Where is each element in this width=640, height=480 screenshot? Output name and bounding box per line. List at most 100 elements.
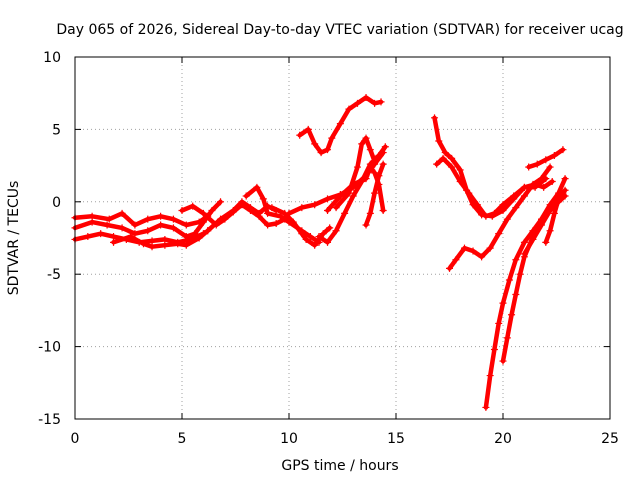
data-point [542, 156, 550, 164]
data-point [520, 250, 528, 258]
data-point [336, 192, 344, 200]
data-point [169, 224, 177, 232]
data-point [174, 240, 182, 248]
data-point [478, 253, 486, 261]
data-point [456, 166, 464, 174]
data-point [319, 230, 327, 238]
data-point [503, 215, 511, 223]
data-point [272, 220, 280, 228]
x-tick-label: 10 [280, 431, 298, 447]
series-track-17 [446, 163, 554, 272]
data-point [341, 209, 349, 217]
data-point [538, 175, 546, 183]
x-tick-label: 15 [387, 431, 405, 447]
data-point [490, 209, 498, 217]
data-point [559, 189, 567, 197]
data-point [264, 221, 272, 229]
tick-layer: 0 5 10 15 20 25 -15 -10 -5 0 5 10 [38, 50, 619, 447]
data-point [118, 224, 126, 232]
data-point [495, 319, 503, 327]
data-point [542, 238, 550, 246]
data-point [345, 105, 353, 113]
data-point [324, 146, 332, 154]
data-point [486, 372, 494, 380]
series-track-12 [332, 134, 379, 212]
data-point [371, 99, 379, 107]
data-point [550, 151, 558, 159]
data-point [157, 221, 165, 229]
x-tick-label: 20 [494, 431, 512, 447]
data-point [508, 311, 516, 319]
data-point [512, 290, 520, 298]
data-point [465, 189, 473, 197]
data-point [555, 195, 563, 203]
data-point [148, 243, 156, 251]
data-point [456, 178, 464, 186]
data-point [302, 235, 310, 243]
data-point [332, 227, 340, 235]
series-track-13 [362, 160, 387, 229]
series-line [297, 95, 384, 155]
series-track-6 [204, 198, 280, 235]
data-point [326, 224, 334, 232]
data-point [495, 230, 503, 238]
data-point [559, 146, 567, 154]
data-point [264, 209, 272, 217]
data-point [533, 160, 541, 168]
data-point [499, 201, 507, 209]
chart-title: Day 065 of 2026, Sidereal Day-to-day VTE… [56, 22, 623, 38]
series-track-21 [520, 192, 569, 258]
y-axis-label: SDTVAR / TECUs [6, 181, 22, 296]
grid-layer [75, 57, 610, 419]
data-point [204, 227, 212, 235]
y-tick-label: 0 [52, 195, 61, 211]
data-point [375, 172, 383, 180]
data-point [353, 99, 361, 107]
data-point [208, 206, 216, 214]
data-point [439, 154, 447, 162]
data-point [362, 221, 370, 229]
plot-frame [74, 56, 611, 420]
data-point [505, 276, 513, 284]
data-point [520, 183, 528, 191]
y-tick-label: -5 [47, 267, 61, 283]
data-point [328, 134, 336, 142]
data-point [548, 178, 556, 186]
data-point [144, 227, 152, 235]
data-point [306, 233, 314, 241]
data-point [512, 204, 520, 212]
data-point [441, 149, 449, 157]
data-point [324, 195, 332, 203]
data-point [315, 233, 323, 241]
data-point [486, 244, 494, 252]
data-point [446, 264, 453, 272]
data-point [131, 221, 139, 229]
data-point [199, 209, 207, 217]
data-point [195, 234, 203, 242]
data-point [538, 221, 546, 229]
data-point [473, 201, 481, 209]
series-track-14 [296, 94, 385, 157]
data-point [118, 209, 126, 217]
data-point [259, 195, 267, 203]
data-point [482, 403, 490, 411]
data-point [520, 192, 528, 200]
data-point [289, 218, 297, 226]
data-point [482, 212, 490, 220]
data-point [242, 192, 250, 200]
y-tick-label: -15 [38, 412, 61, 428]
data-point [217, 215, 225, 223]
data-point [499, 299, 507, 307]
y-tick-label: 10 [43, 50, 61, 66]
data-point [362, 94, 370, 102]
data-point [139, 240, 147, 248]
data-point [362, 175, 370, 183]
data-point [435, 137, 443, 145]
data-point [345, 189, 353, 197]
data-point [131, 230, 139, 238]
data-point [512, 256, 520, 264]
data-point [298, 230, 306, 238]
data-point [452, 256, 460, 264]
data-point [366, 146, 374, 154]
data-point [311, 201, 319, 209]
